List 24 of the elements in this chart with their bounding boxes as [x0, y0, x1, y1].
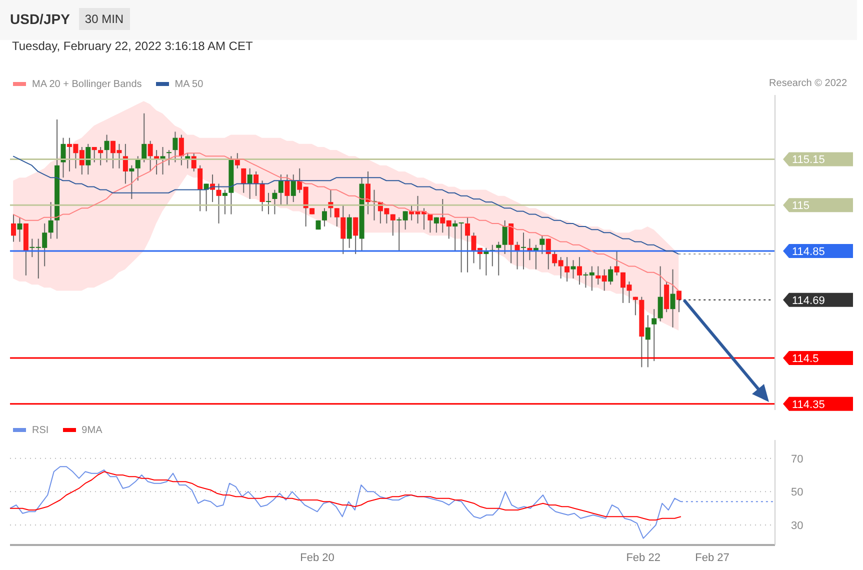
y-tick-label: 114.85	[792, 246, 825, 258]
y-tick-label: 115	[792, 200, 810, 212]
y-tick-label: 30	[791, 520, 804, 532]
line-series	[12, 156, 680, 255]
y-tick-label: 50	[791, 486, 804, 499]
legend-label: 9MA	[82, 424, 102, 436]
legend-label: MA 20 + Bollinger Bands	[32, 78, 142, 90]
x-tick-label: Feb 20	[300, 552, 334, 564]
y-tick-label: 114.5	[792, 353, 819, 366]
chart-subtitle: Tuesday, February 22, 2022 3:16:18 AM CET	[12, 39, 253, 53]
x-tick-label: Feb 27	[695, 552, 730, 564]
y-tick-label: 70	[791, 453, 804, 466]
legend-label: RSI	[32, 424, 49, 436]
candlestick	[521, 232, 526, 270]
legend-label: MA 50	[174, 78, 204, 90]
y-tick-label: 114.35	[792, 398, 825, 411]
y-tick-label: 115.15	[792, 154, 825, 166]
text: 30 MIN	[78, 8, 130, 30]
x-tick-label: Feb 22	[626, 552, 660, 564]
line-series	[10, 471, 682, 520]
text: Research © 2022	[769, 78, 847, 89]
chart-title: USD/JPY	[10, 11, 70, 27]
y-tick-label: 114.69	[792, 294, 825, 307]
candlestick	[458, 222, 464, 272]
